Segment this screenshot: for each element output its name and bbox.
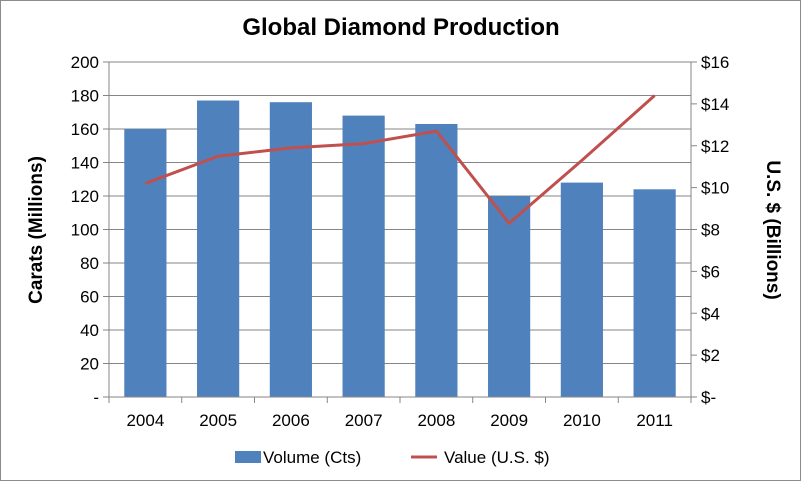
y-left-tick-label: 180	[71, 87, 99, 106]
bar-2010	[561, 183, 603, 397]
y-left-tick-label: 140	[71, 154, 99, 173]
x-tick-label: 2011	[636, 411, 673, 430]
y-left-tick-label: -	[93, 388, 99, 407]
y-axis-title-right: U.S. $ (Billions)	[762, 160, 783, 299]
y-right-tick-label: $2	[701, 346, 720, 365]
x-tick-label: 2004	[126, 411, 164, 430]
y-left-tick-label: 20	[80, 355, 99, 374]
bar-2007	[343, 116, 385, 397]
axes	[109, 62, 691, 403]
y-left-tick-label: 60	[80, 288, 99, 307]
legend-swatch-volume	[235, 451, 261, 463]
y-left-tick-label: 120	[71, 187, 99, 206]
x-tick-label: 2007	[345, 411, 383, 430]
y-left-tick-label: 40	[80, 321, 99, 340]
legend-label-volume: Volume (Cts)	[263, 448, 361, 467]
bar-2005	[197, 101, 239, 397]
legend: Volume (Cts) Value (U.S. $)	[235, 448, 550, 467]
bar-2011	[634, 189, 676, 397]
x-tick-label: 2008	[417, 411, 455, 430]
y-right-tick-label: $10	[701, 179, 729, 198]
y-right-tick-label: $12	[701, 137, 729, 156]
y-right-tick-label: $6	[701, 262, 720, 281]
y-right-tick-label: $8	[701, 221, 720, 240]
legend-label-value: Value (U.S. $)	[444, 448, 550, 467]
bar-series	[124, 101, 675, 397]
y-right-tick-label: $4	[701, 304, 720, 323]
y-left-tick-label: 100	[71, 221, 99, 240]
y-left-tick-labels: - 20 40 60 80 100 120 140 160 180 200	[71, 53, 99, 407]
y-right-tick-label: $16	[701, 53, 729, 72]
bar-2009	[488, 196, 530, 397]
bar-2008	[415, 124, 457, 397]
bar-2004	[124, 129, 166, 397]
y-left-tick-label: 200	[71, 53, 99, 72]
y-axis-title-left: Carats (Millions)	[26, 156, 47, 304]
y-right-tick-label: $14	[701, 95, 729, 114]
x-tick-label: 2005	[199, 411, 237, 430]
y-right-tick-label: $-	[701, 388, 716, 407]
y-left-tick-label: 80	[80, 254, 99, 273]
y-left-tick-label: 160	[71, 120, 99, 139]
x-tick-label: 2009	[490, 411, 528, 430]
gridlines	[103, 62, 697, 397]
x-tick-label: 2006	[272, 411, 310, 430]
y-right-tick-labels: $- $2 $4 $6 $8 $10 $12 $14 $16	[701, 53, 729, 407]
x-tick-label: 2010	[563, 411, 601, 430]
x-tick-labels: 2004 2005 2006 2007 2008 2009 2010 2011	[126, 411, 672, 430]
chart-title: Global Diamond Production	[242, 14, 559, 41]
